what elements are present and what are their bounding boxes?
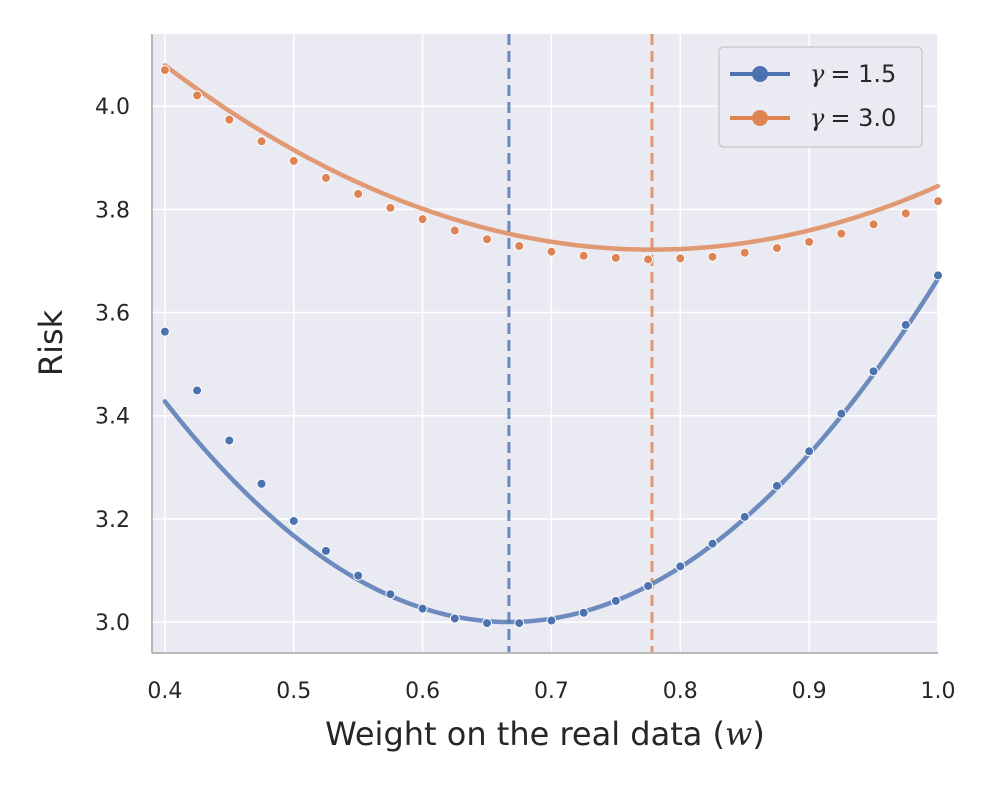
x-axis-title-text: Weight on the real data (	[325, 715, 725, 753]
data-point-series-1	[771, 243, 782, 254]
data-point-series-0	[385, 589, 396, 600]
data-point-series-1	[482, 234, 493, 245]
data-point-series-0	[836, 408, 847, 419]
data-point-series-1	[643, 254, 654, 265]
data-point-series-1	[288, 155, 299, 166]
y-tick-label: 3.2	[95, 508, 130, 533]
x-tick-label: 0.7	[534, 679, 569, 704]
data-point-series-1	[192, 90, 203, 101]
x-tick-label: 0.5	[276, 679, 311, 704]
data-point-series-1	[707, 251, 718, 262]
y-tick-label: 3.8	[95, 198, 130, 223]
legend-value-gamma-3-0: = 3.0	[830, 104, 896, 132]
data-point-series-0	[353, 570, 364, 581]
data-point-series-0	[449, 613, 460, 624]
y-tick-labels: 3.0 3.2 3.4 3.6 3.8 4.0	[95, 95, 130, 636]
optimum-markers	[507, 34, 654, 653]
data-point-series-1	[900, 208, 911, 219]
data-point-series-1	[353, 188, 364, 199]
data-point-series-1	[933, 196, 943, 207]
data-point-series-0	[643, 580, 654, 591]
fit-curve-series-1	[162, 63, 941, 252]
data-point-series-1	[868, 219, 879, 230]
data-point-series-1	[224, 114, 235, 125]
x-tick-labels: 0.4 0.5 0.6 0.7 0.8 0.9 1.0	[147, 679, 955, 704]
data-point-series-0	[288, 515, 299, 526]
y-tick-label: 3.0	[95, 611, 130, 636]
y-axis-title: Risk	[32, 309, 70, 376]
data-point-series-0	[256, 478, 267, 489]
grid-lines	[152, 34, 939, 653]
legend-marker-gamma-1-5	[752, 66, 768, 82]
data-point-series-0	[546, 615, 557, 626]
y-tick-label: 3.6	[95, 302, 130, 327]
data-point-series-1	[804, 236, 815, 247]
data-point-series-0	[482, 618, 493, 629]
data-point-series-1	[449, 225, 460, 236]
data-point-series-1	[320, 172, 331, 183]
data-point-series-1	[610, 252, 621, 263]
data-point-series-0	[900, 319, 911, 330]
data-points	[159, 65, 943, 629]
data-point-series-0	[771, 480, 782, 491]
x-tick-label: 0.6	[405, 679, 440, 704]
legend-symbol-gamma-3-0: γ	[810, 104, 825, 132]
legend: γ = 1.5 γ = 3.0	[718, 46, 923, 148]
legend-marker-gamma-3-0	[752, 110, 768, 126]
legend-label-gamma-1-5: γ = 1.5	[810, 60, 896, 88]
data-point-series-1	[514, 241, 525, 252]
data-point-series-1	[578, 250, 589, 261]
y-tick-label: 3.4	[95, 405, 130, 430]
data-point-series-0	[578, 607, 589, 618]
data-point-series-0	[933, 270, 943, 281]
x-axis-title-close: )	[752, 715, 764, 753]
legend-label-gamma-3-0: γ = 3.0	[810, 104, 896, 132]
data-point-series-0	[707, 538, 718, 549]
data-point-series-1	[739, 247, 750, 258]
data-point-series-0	[804, 446, 815, 457]
x-tick-label: 0.8	[663, 679, 698, 704]
data-point-series-1	[546, 246, 557, 257]
data-point-series-1	[256, 136, 267, 147]
data-point-series-1	[159, 65, 170, 76]
legend-value-gamma-1-5: = 1.5	[830, 60, 896, 88]
data-point-series-1	[836, 228, 847, 239]
x-axis-title: Weight on the real data (w)	[325, 715, 765, 753]
x-tick-label: 0.9	[792, 679, 827, 704]
data-point-series-0	[514, 618, 525, 629]
data-point-series-0	[320, 545, 331, 556]
y-tick-label: 4.0	[95, 95, 130, 120]
data-point-series-1	[417, 214, 428, 225]
legend-symbol-gamma-1-5: γ	[810, 60, 825, 88]
data-point-series-0	[417, 603, 428, 614]
data-point-series-0	[159, 326, 170, 337]
data-point-series-0	[224, 435, 235, 446]
data-point-series-0	[610, 595, 621, 606]
data-point-series-0	[868, 366, 879, 377]
x-tick-label: 0.4	[147, 679, 182, 704]
data-point-series-0	[675, 561, 686, 572]
x-axis-title-variable: w	[725, 715, 752, 753]
data-point-series-0	[739, 511, 750, 522]
data-point-series-0	[192, 385, 203, 396]
x-tick-label: 1.0	[921, 679, 956, 704]
data-point-series-1	[385, 202, 396, 213]
data-point-series-1	[675, 253, 686, 264]
